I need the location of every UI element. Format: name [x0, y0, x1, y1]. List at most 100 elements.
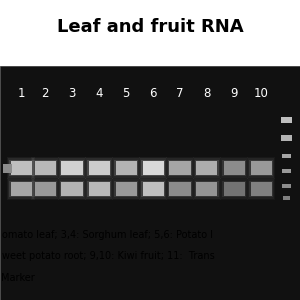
- Bar: [61, 182, 82, 196]
- Bar: [7, 157, 35, 179]
- Text: 2: 2: [41, 86, 49, 100]
- Bar: [250, 161, 272, 175]
- Bar: [140, 179, 166, 199]
- Bar: [33, 160, 57, 176]
- Bar: [86, 158, 112, 178]
- Bar: [141, 160, 165, 176]
- Bar: [3, 164, 12, 172]
- Bar: [116, 161, 136, 175]
- Bar: [142, 161, 164, 175]
- Bar: [34, 182, 56, 196]
- Bar: [222, 160, 246, 176]
- Bar: [222, 181, 246, 197]
- Bar: [11, 161, 32, 175]
- Bar: [140, 158, 166, 178]
- Bar: [31, 157, 59, 179]
- Bar: [166, 157, 194, 179]
- Text: 6: 6: [149, 86, 157, 100]
- Text: 1: 1: [17, 86, 25, 100]
- Bar: [196, 161, 218, 175]
- Bar: [247, 178, 275, 200]
- Bar: [112, 178, 140, 200]
- Bar: [88, 161, 110, 175]
- Bar: [194, 179, 220, 199]
- Text: weet potato root; 9,10: Kiwi fruit; 11:  Trans: weet potato root; 9,10: Kiwi fruit; 11: …: [2, 251, 214, 261]
- Bar: [220, 178, 248, 200]
- Bar: [87, 160, 111, 176]
- Bar: [85, 157, 113, 179]
- Text: omato leaf; 3,4: Sorghum leaf; 5,6: Potato l: omato leaf; 3,4: Sorghum leaf; 5,6: Pota…: [2, 230, 212, 239]
- Bar: [250, 182, 272, 196]
- Text: Leaf and fruit RNA: Leaf and fruit RNA: [57, 18, 243, 36]
- Bar: [32, 158, 58, 178]
- Bar: [141, 181, 165, 197]
- Bar: [282, 154, 291, 158]
- Bar: [221, 158, 247, 178]
- Bar: [112, 157, 140, 179]
- Bar: [281, 117, 292, 123]
- Bar: [249, 181, 273, 197]
- Bar: [167, 179, 193, 199]
- Bar: [88, 182, 110, 196]
- Bar: [11, 182, 32, 196]
- Bar: [283, 196, 290, 200]
- Bar: [8, 158, 34, 178]
- Bar: [9, 160, 33, 176]
- Bar: [196, 182, 218, 196]
- Bar: [166, 178, 194, 200]
- Text: 10: 10: [254, 86, 268, 100]
- Bar: [58, 157, 86, 179]
- Bar: [114, 181, 138, 197]
- Bar: [9, 181, 33, 197]
- Bar: [59, 179, 85, 199]
- Bar: [33, 181, 57, 197]
- Bar: [194, 158, 220, 178]
- Text: 9: 9: [230, 86, 238, 100]
- Bar: [7, 178, 35, 200]
- Bar: [193, 178, 221, 200]
- Bar: [139, 178, 167, 200]
- Text: 8: 8: [203, 86, 211, 100]
- Bar: [34, 161, 56, 175]
- Bar: [113, 158, 139, 178]
- Bar: [86, 179, 112, 199]
- Bar: [139, 157, 167, 179]
- Bar: [247, 157, 275, 179]
- Bar: [220, 157, 248, 179]
- Bar: [8, 179, 34, 199]
- Bar: [169, 161, 190, 175]
- Bar: [169, 182, 190, 196]
- Text: 4: 4: [95, 86, 103, 100]
- Text: 3: 3: [68, 86, 76, 100]
- Bar: [60, 160, 84, 176]
- Bar: [248, 179, 274, 199]
- Bar: [114, 160, 138, 176]
- Bar: [113, 179, 139, 199]
- Bar: [249, 160, 273, 176]
- Bar: [60, 181, 84, 197]
- Bar: [58, 178, 86, 200]
- Bar: [0, 66, 300, 300]
- Bar: [195, 160, 219, 176]
- Text: Marker: Marker: [2, 273, 35, 283]
- Bar: [168, 181, 192, 197]
- Bar: [61, 161, 82, 175]
- Text: 5: 5: [122, 86, 130, 100]
- Bar: [142, 182, 164, 196]
- Bar: [195, 181, 219, 197]
- Bar: [168, 160, 192, 176]
- Bar: [281, 135, 292, 141]
- Bar: [87, 181, 111, 197]
- Bar: [193, 157, 221, 179]
- Bar: [167, 158, 193, 178]
- Bar: [116, 182, 136, 196]
- Bar: [32, 179, 58, 199]
- Bar: [282, 169, 291, 173]
- Bar: [224, 182, 244, 196]
- Text: 7: 7: [176, 86, 184, 100]
- Bar: [59, 158, 85, 178]
- Bar: [31, 178, 59, 200]
- Bar: [282, 184, 291, 188]
- Bar: [248, 158, 274, 178]
- Bar: [85, 178, 113, 200]
